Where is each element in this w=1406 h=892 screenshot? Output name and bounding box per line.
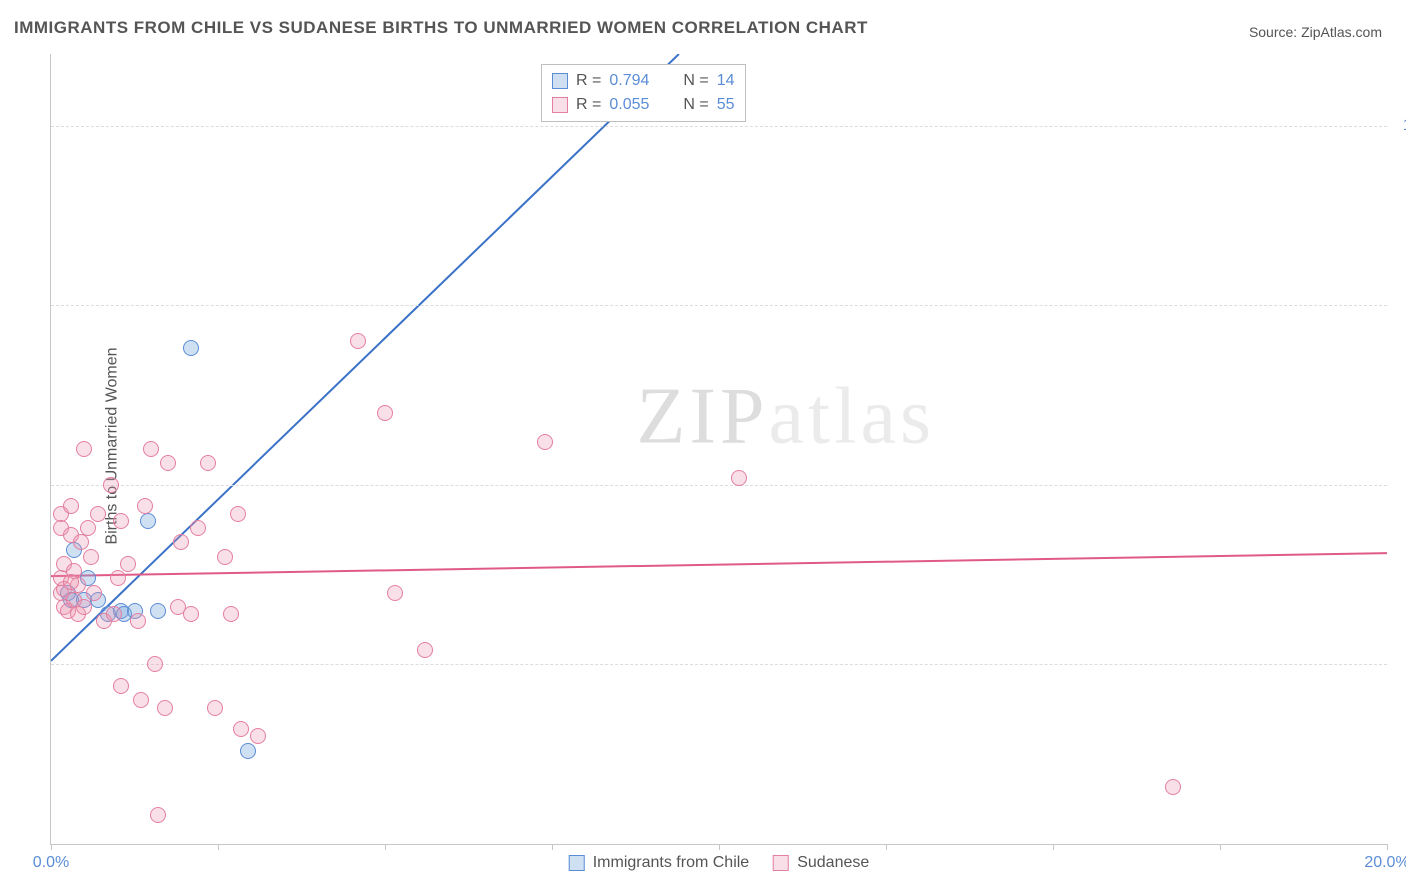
data-point (233, 721, 249, 737)
legend-swatch (552, 73, 568, 89)
data-point (150, 807, 166, 823)
x-tick (886, 844, 887, 850)
data-point (417, 642, 433, 658)
data-point (106, 606, 122, 622)
data-point (200, 455, 216, 471)
watermark: ZIPatlas (636, 372, 935, 463)
legend-row: R = 0.055N = 55 (552, 93, 735, 117)
trend-line (51, 54, 679, 661)
data-point (76, 441, 92, 457)
data-point (731, 470, 747, 486)
gridline (51, 126, 1387, 127)
data-point (207, 700, 223, 716)
gridline (51, 664, 1387, 665)
y-tick-label: 75.0% (1397, 296, 1406, 314)
x-tick (51, 844, 52, 850)
x-tick (218, 844, 219, 850)
data-point (86, 585, 102, 601)
data-point (240, 743, 256, 759)
data-point (76, 599, 92, 615)
data-point (73, 534, 89, 550)
x-tick (1053, 844, 1054, 850)
data-point (157, 700, 173, 716)
data-point (217, 549, 233, 565)
data-point (113, 513, 129, 529)
legend-swatch (552, 97, 568, 113)
legend-swatch (569, 855, 585, 871)
data-point (377, 405, 393, 421)
legend-label: Immigrants from Chile (593, 854, 749, 872)
data-point (137, 498, 153, 514)
y-tick-label: 50.0% (1397, 476, 1406, 494)
data-point (160, 455, 176, 471)
x-tick (385, 844, 386, 850)
data-point (147, 656, 163, 672)
y-tick-label: 100.0% (1397, 117, 1406, 135)
data-point (223, 606, 239, 622)
data-point (140, 513, 156, 529)
data-point (63, 498, 79, 514)
x-tick-label: 0.0% (33, 854, 69, 872)
data-point (183, 340, 199, 356)
legend-swatch (773, 855, 789, 871)
data-point (250, 728, 266, 744)
data-point (173, 534, 189, 550)
data-point (120, 556, 136, 572)
data-point (113, 678, 129, 694)
legend-row: R = 0.794N = 14 (552, 69, 735, 93)
series-legend: Immigrants from Chile Sudanese (569, 854, 870, 872)
data-point (350, 333, 366, 349)
data-point (150, 603, 166, 619)
gridline (51, 485, 1387, 486)
gridline (51, 305, 1387, 306)
data-point (130, 613, 146, 629)
x-tick (719, 844, 720, 850)
data-point (63, 574, 79, 590)
x-tick (1220, 844, 1221, 850)
trend-lines (51, 54, 1387, 844)
data-point (230, 506, 246, 522)
data-point (183, 606, 199, 622)
legend-item: Immigrants from Chile (569, 854, 749, 872)
y-tick-label: 25.0% (1397, 655, 1406, 673)
trend-line (51, 553, 1387, 576)
legend-item: Sudanese (773, 854, 869, 872)
x-tick-label: 20.0% (1364, 854, 1406, 872)
source-label: Source: ZipAtlas.com (1249, 24, 1382, 40)
chart-title: IMMIGRANTS FROM CHILE VS SUDANESE BIRTHS… (14, 18, 868, 38)
x-tick (1387, 844, 1388, 850)
data-point (103, 477, 119, 493)
data-point (110, 570, 126, 586)
data-point (537, 434, 553, 450)
data-point (143, 441, 159, 457)
data-point (133, 692, 149, 708)
data-point (387, 585, 403, 601)
legend-label: Sudanese (797, 854, 869, 872)
data-point (1165, 779, 1181, 795)
x-tick (552, 844, 553, 850)
data-point (90, 506, 106, 522)
data-point (83, 549, 99, 565)
correlation-legend: R = 0.794N = 14R = 0.055N = 55 (541, 64, 746, 122)
data-point (190, 520, 206, 536)
scatter-plot: R = 0.794N = 14R = 0.055N = 55 Immigrant… (50, 54, 1387, 845)
data-point (80, 520, 96, 536)
